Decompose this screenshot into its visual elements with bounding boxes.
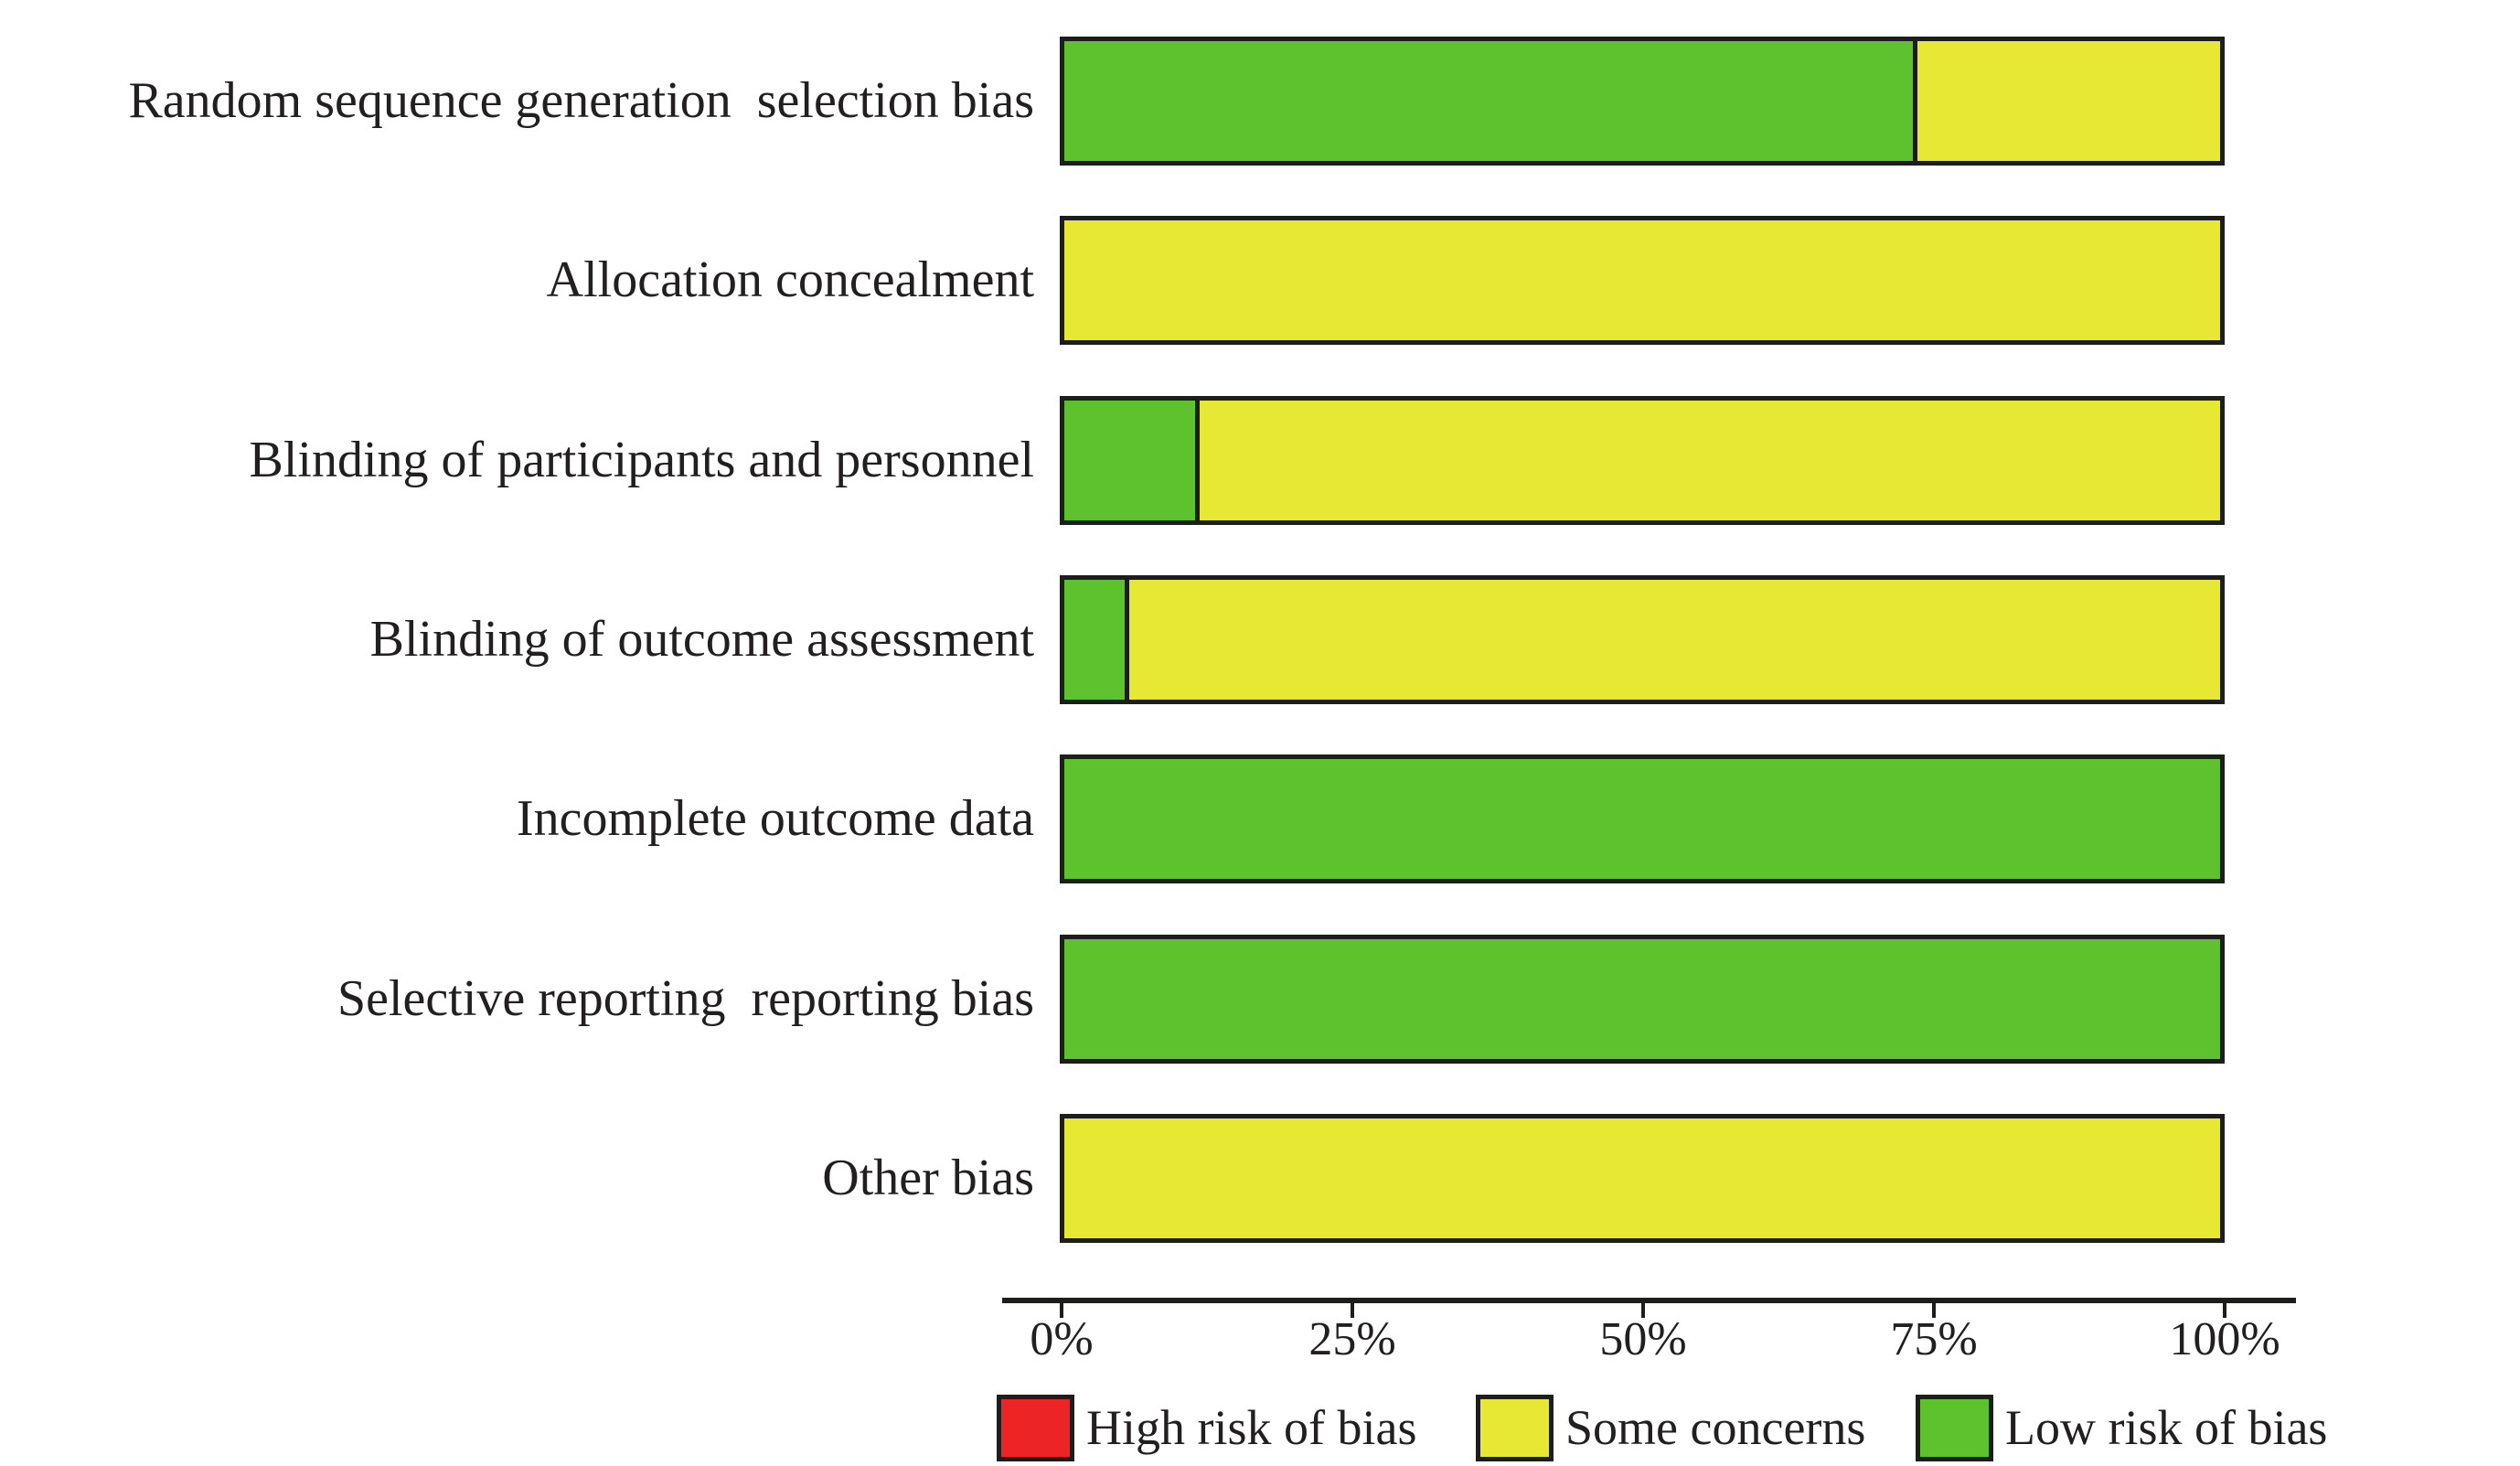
legend-label: Low risk of bias	[2005, 1400, 2328, 1455]
chart-row: Other bias	[0, 1114, 2520, 1243]
axis-tick-mark	[2223, 1303, 2226, 1318]
stacked-bar	[1060, 754, 2225, 883]
bar-segment-low	[1064, 41, 1913, 161]
stacked-bar	[1060, 935, 2225, 1064]
axis-tick-label: 25%	[1308, 1313, 1396, 1365]
bar-segment-some	[1912, 41, 2220, 161]
category-label: Other bias	[822, 1150, 1034, 1206]
axis-tick-mark	[1060, 1303, 1063, 1318]
bar-segment-low	[1064, 939, 2220, 1059]
stacked-bar	[1060, 396, 2225, 525]
stacked-bar	[1060, 575, 2225, 704]
axis-tick-mark	[1641, 1303, 1645, 1318]
stacked-bar	[1060, 216, 2225, 345]
bar-segment-low	[1064, 759, 2220, 879]
bar-segment-some	[1064, 220, 2220, 340]
legend-label: Some concerns	[1565, 1400, 1866, 1455]
bar-segment-low	[1064, 580, 1125, 700]
bar-segment-some	[1124, 580, 2220, 700]
chart-row: Blinding of participants and personnel	[0, 396, 2520, 525]
axis-tick-label: 75%	[1890, 1313, 1978, 1365]
category-label: Allocation concealment	[546, 251, 1034, 308]
category-label: Random sequence generation selection bia…	[128, 72, 1034, 129]
axis-tick-label: 100%	[2169, 1313, 2280, 1365]
chart-row: Blinding of outcome assessment	[0, 575, 2520, 704]
bar-segment-low	[1064, 401, 1195, 520]
bar-segment-some	[1064, 1118, 2220, 1238]
category-label: Incomplete outcome data	[517, 790, 1034, 847]
legend-swatch-high	[997, 1395, 1074, 1461]
category-label: Selective reporting reporting bias	[337, 970, 1034, 1027]
axis-tick-mark	[1932, 1303, 1936, 1318]
stacked-bar	[1060, 1114, 2225, 1243]
category-label: Blinding of outcome assessment	[369, 611, 1034, 668]
category-label: Blinding of participants and personnel	[249, 432, 1034, 488]
chart-row: Allocation concealment	[0, 216, 2520, 345]
bar-segment-some	[1194, 401, 2220, 520]
chart-row: Incomplete outcome data	[0, 754, 2520, 883]
chart-row: Random sequence generation selection bia…	[0, 37, 2520, 166]
axis-tick-label: 50%	[1599, 1313, 1687, 1365]
axis-tick-mark	[1351, 1303, 1354, 1318]
legend-swatch-low	[1916, 1395, 1993, 1461]
chart-row: Selective reporting reporting bias	[0, 935, 2520, 1064]
x-axis-line	[1002, 1298, 2296, 1303]
legend-label: High risk of bias	[1086, 1400, 1417, 1455]
axis-tick-label: 0%	[1030, 1313, 1094, 1365]
legend-swatch-some	[1476, 1395, 1554, 1461]
stacked-bar	[1060, 37, 2225, 166]
